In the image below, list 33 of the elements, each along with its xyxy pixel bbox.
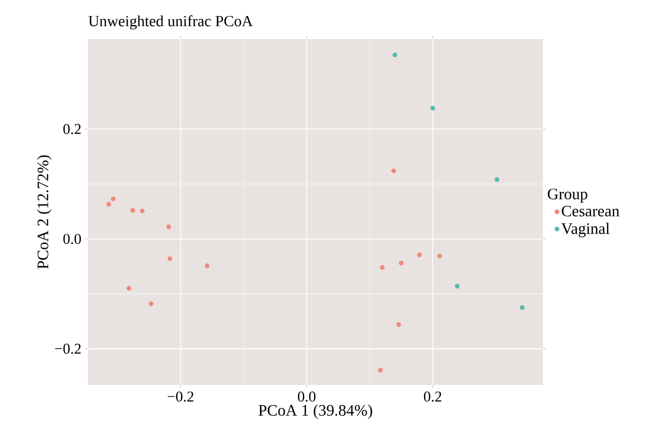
point	[392, 52, 398, 58]
point	[398, 260, 404, 266]
point	[130, 208, 136, 213]
point	[417, 252, 422, 258]
y-tick-label: 0.2	[63, 124, 81, 134]
point	[494, 177, 500, 182]
point	[454, 284, 460, 289]
y-tick-label: 0.0	[63, 234, 81, 244]
point	[168, 256, 172, 262]
point	[396, 322, 402, 327]
point	[520, 305, 525, 310]
point	[126, 286, 132, 291]
point	[430, 106, 436, 111]
point	[380, 265, 385, 270]
x-axis-title: PCoA 1 (39.84%)	[258, 404, 372, 419]
y-axis-title: PCoA 2 (12.72%)	[37, 155, 52, 269]
y-tick-label: −0.2	[55, 344, 81, 354]
point	[148, 301, 154, 306]
point	[106, 202, 112, 207]
point	[437, 254, 442, 258]
x-tick-label: 0.0	[298, 392, 316, 402]
legend-label: Cesarean	[562, 206, 620, 216]
legend-label: Vaginal	[561, 222, 610, 238]
legend-title: Group	[548, 188, 588, 203]
point	[204, 263, 210, 268]
point	[166, 224, 172, 230]
x-tick-label: −0.2	[168, 392, 194, 402]
chart-title: Unweighted unifrac PCoA	[88, 15, 253, 30]
point	[110, 196, 116, 202]
point	[378, 368, 383, 373]
point	[140, 208, 145, 214]
x-tick-label: 0.2	[424, 392, 442, 402]
point	[391, 168, 396, 174]
